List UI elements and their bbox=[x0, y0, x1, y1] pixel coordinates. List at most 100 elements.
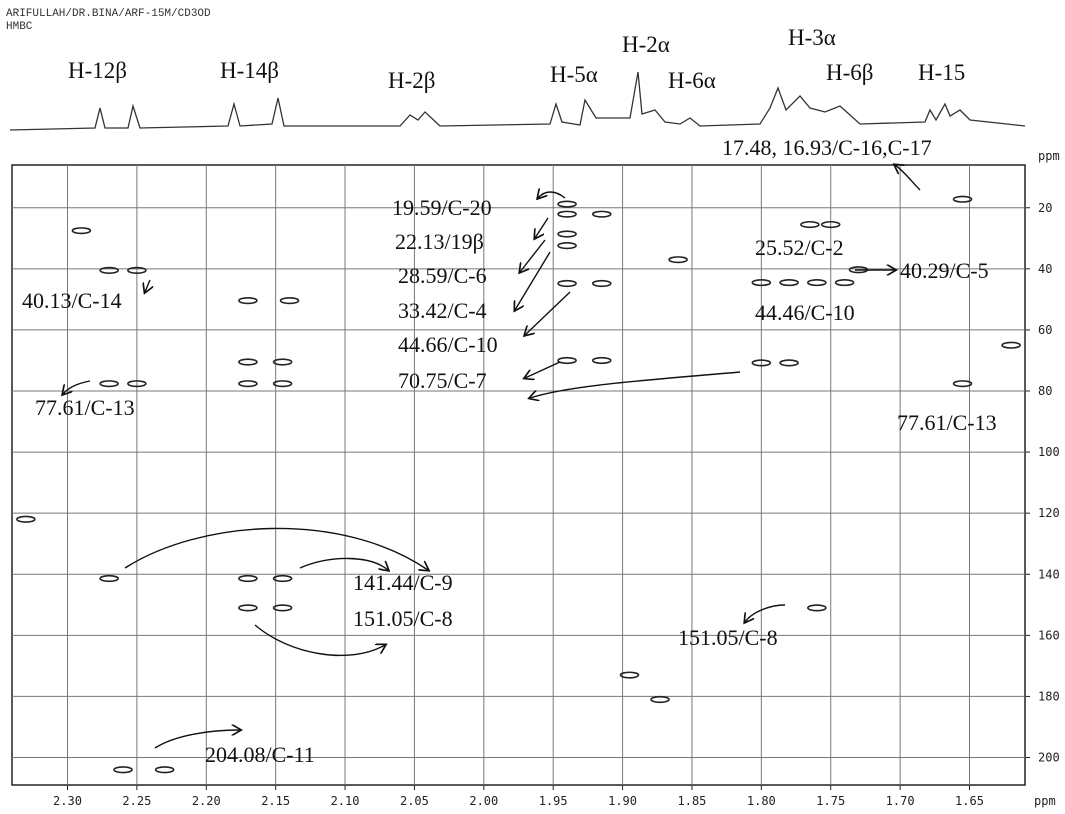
proton-label: H-14β bbox=[220, 58, 279, 83]
cross-peak bbox=[779, 359, 799, 367]
x-tick-label: 2.15 bbox=[261, 794, 290, 808]
proton-label: H-5α bbox=[550, 62, 598, 87]
cross-peak bbox=[807, 604, 827, 612]
cross-peak bbox=[238, 574, 258, 583]
y-tick-label: 100 bbox=[1038, 445, 1060, 459]
cross-peak bbox=[279, 297, 300, 305]
y-tick-label: 200 bbox=[1038, 751, 1060, 765]
annotation: 44.46/C-10 bbox=[755, 300, 855, 325]
proton-label: H-2β bbox=[388, 68, 435, 93]
cross-peak bbox=[557, 279, 577, 288]
y-tick-label: 20 bbox=[1038, 201, 1052, 215]
cross-peak bbox=[557, 242, 577, 250]
cross-peak bbox=[591, 356, 612, 365]
cross-peak bbox=[557, 210, 577, 218]
cross-peak bbox=[71, 227, 92, 235]
proton-label: H-2α bbox=[622, 32, 670, 57]
x-tick-label: 1.65 bbox=[955, 794, 984, 808]
x-tick-label: 1.75 bbox=[816, 794, 845, 808]
arrows bbox=[63, 165, 921, 749]
x-tick-label: 2.00 bbox=[469, 794, 498, 808]
annotation: 77.61/C-13 bbox=[35, 395, 135, 420]
cross-peak bbox=[834, 278, 855, 287]
cross-peak bbox=[591, 279, 612, 288]
annotation: 151.05/C-8 bbox=[353, 606, 453, 631]
y-tick-label: 80 bbox=[1038, 384, 1052, 398]
cross-peak bbox=[99, 574, 119, 583]
cross-peak bbox=[952, 380, 973, 388]
y-tick-label: 120 bbox=[1038, 506, 1060, 520]
annotation: 40.29/C-5 bbox=[900, 258, 989, 283]
proton-label: H-6β bbox=[826, 60, 873, 85]
cross-peak bbox=[820, 220, 841, 229]
cross-peak bbox=[557, 356, 577, 365]
annotation: 25.52/C-2 bbox=[755, 235, 844, 260]
y-tick-label: 40 bbox=[1038, 262, 1052, 276]
cross-peak bbox=[154, 766, 175, 774]
annotation: 17.48, 16.93/C-16,C-17 bbox=[722, 135, 932, 160]
x-axis-label: ppm bbox=[1034, 794, 1056, 808]
x-tick-label: 1.90 bbox=[608, 794, 637, 808]
annotation: 19.59/C-20 bbox=[392, 195, 492, 220]
cross-peak bbox=[591, 210, 612, 218]
cross-peak bbox=[272, 380, 293, 388]
plot-frame bbox=[11, 164, 1026, 786]
annotation: 33.42/C-4 bbox=[398, 298, 487, 323]
cross-peak bbox=[127, 266, 147, 274]
cross-peak bbox=[238, 604, 258, 612]
proton-label: H-6α bbox=[668, 68, 716, 93]
annotation: 44.66/C-10 bbox=[398, 332, 498, 357]
cross-peak bbox=[779, 278, 799, 287]
cross-peak bbox=[668, 256, 688, 264]
cross-peak bbox=[1001, 341, 1021, 349]
x-tick-label: 1.80 bbox=[747, 794, 776, 808]
y-tick-label: 60 bbox=[1038, 323, 1052, 337]
proton-trace bbox=[9, 71, 1026, 131]
cross-peak bbox=[272, 358, 293, 366]
cross-peak bbox=[238, 380, 258, 388]
header-line: HMBC bbox=[6, 21, 33, 33]
cross-peak bbox=[16, 515, 36, 523]
cross-peak bbox=[557, 230, 577, 238]
annotation: 22.13/19β bbox=[395, 229, 484, 254]
cross-peak bbox=[99, 266, 119, 274]
cross-peak bbox=[619, 671, 640, 679]
x-tick-label: 1.70 bbox=[886, 794, 915, 808]
cross-peak bbox=[127, 380, 147, 388]
cross-peak bbox=[807, 278, 827, 287]
annotation: 151.05/C-8 bbox=[678, 625, 778, 650]
x-tick-label: 2.25 bbox=[122, 794, 151, 808]
annotation: 40.13/C-14 bbox=[22, 288, 122, 313]
cross-peak bbox=[952, 195, 973, 203]
proton-label: H-15 bbox=[918, 60, 965, 85]
cross-peak bbox=[238, 297, 258, 305]
cross-peak bbox=[113, 766, 133, 774]
x-tick-label: 1.95 bbox=[539, 794, 568, 808]
proton-label: H-3α bbox=[788, 25, 836, 50]
cross-peak bbox=[238, 358, 258, 366]
annotation: 77.61/C-13 bbox=[897, 410, 997, 435]
y-axis-label: ppm bbox=[1038, 149, 1060, 163]
x-tick-label: 2.05 bbox=[400, 794, 429, 808]
x-tick-label: 1.85 bbox=[678, 794, 707, 808]
annotation: 70.75/C-7 bbox=[398, 368, 487, 393]
cross-peak bbox=[272, 604, 293, 612]
cross-peak bbox=[751, 278, 772, 287]
y-tick-label: 180 bbox=[1038, 689, 1060, 703]
x-tick-label: 2.20 bbox=[192, 794, 221, 808]
proton-label: H-12β bbox=[68, 58, 127, 83]
cross-peak bbox=[99, 380, 119, 388]
x-tick-label: 2.30 bbox=[53, 794, 82, 808]
cross-peak bbox=[751, 359, 772, 367]
annotation: 204.08/C-11 bbox=[205, 742, 315, 767]
y-tick-label: 140 bbox=[1038, 567, 1060, 581]
cross-peak bbox=[557, 200, 577, 208]
cross-peak bbox=[800, 220, 820, 229]
annotation: 28.59/C-6 bbox=[398, 263, 487, 288]
annotation: 141.44/C-9 bbox=[353, 570, 453, 595]
cross-peak bbox=[272, 574, 293, 583]
y-tick-label: 160 bbox=[1038, 628, 1060, 642]
header-line: ARIFULLAH/DR.BINA/ARF-15M/CD3OD bbox=[6, 8, 211, 20]
x-tick-label: 2.10 bbox=[331, 794, 360, 808]
